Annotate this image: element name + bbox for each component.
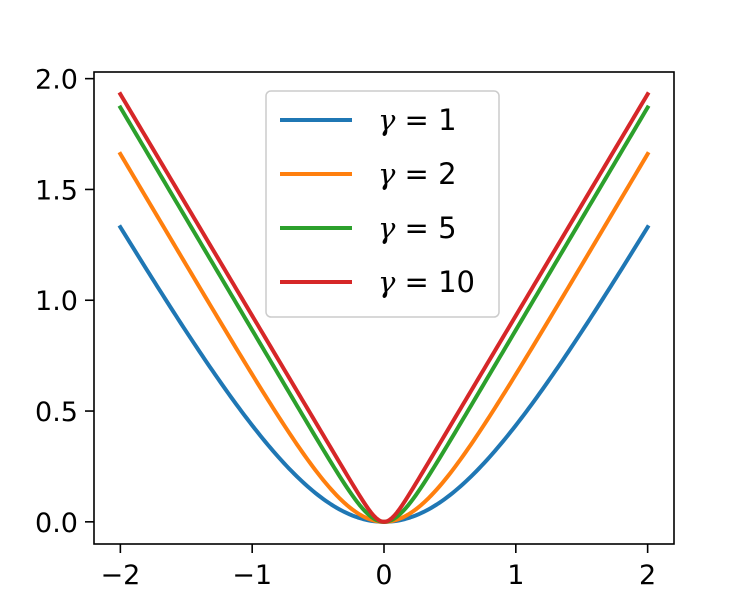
legend-value: = 10	[395, 265, 475, 299]
y-tick-label: 1.5	[35, 175, 78, 206]
y-tick-label: 1.0	[35, 286, 78, 317]
legend-label: γ = 1	[378, 103, 457, 137]
y-tick-label: 0.0	[35, 508, 78, 539]
legend-symbol: γ	[378, 103, 396, 137]
legend-symbol: γ	[378, 265, 396, 299]
legend: γ = 1γ = 2γ = 5γ = 10	[265, 90, 500, 318]
legend-label: γ = 5	[378, 211, 457, 245]
x-tick-label: −1	[232, 560, 272, 591]
y-axis: 0.0 0.5 1.0 1.5 2.0	[35, 65, 94, 539]
x-tick-label: 0	[375, 560, 392, 591]
legend-label: γ = 2	[378, 157, 457, 191]
y-tick-label: 2.0	[35, 65, 78, 96]
legend-label: γ = 10	[378, 265, 475, 299]
legend-symbol: γ	[378, 211, 396, 245]
x-tick-label: 1	[507, 560, 524, 591]
y-tick-label: 0.5	[35, 397, 78, 428]
x-axis: −2 −1 0 1 2	[100, 544, 656, 591]
x-tick-label: −2	[100, 560, 140, 591]
legend-value: = 2	[395, 157, 456, 191]
series-line-4	[117, 91, 651, 524]
legend-symbol: γ	[378, 157, 396, 191]
legend-value: = 5	[395, 211, 456, 245]
legend-value: = 1	[395, 103, 456, 137]
legend-box	[265, 90, 500, 318]
x-tick-label: 2	[639, 560, 656, 591]
series-layer	[117, 91, 651, 524]
